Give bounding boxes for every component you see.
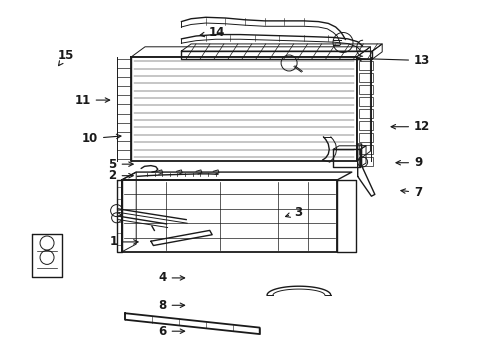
- Text: 4: 4: [158, 271, 185, 284]
- Text: 9: 9: [396, 156, 422, 169]
- Text: 15: 15: [58, 49, 74, 66]
- Bar: [359, 121, 373, 130]
- Text: 2: 2: [108, 169, 133, 182]
- Text: 5: 5: [108, 158, 133, 171]
- Bar: [359, 133, 373, 142]
- Text: 1: 1: [109, 235, 138, 248]
- Bar: [359, 145, 373, 154]
- Text: 7: 7: [401, 186, 422, 199]
- Bar: [359, 61, 373, 70]
- Bar: [359, 85, 373, 94]
- Bar: [359, 73, 373, 82]
- Bar: [359, 157, 373, 166]
- Text: 6: 6: [158, 325, 185, 338]
- Text: 10: 10: [82, 132, 121, 145]
- Text: 14: 14: [200, 26, 224, 39]
- Text: 8: 8: [158, 299, 185, 312]
- Text: 13: 13: [357, 54, 430, 67]
- Bar: [359, 97, 373, 106]
- Text: 11: 11: [74, 94, 110, 107]
- Text: 12: 12: [391, 120, 430, 133]
- Bar: [359, 109, 373, 118]
- Text: 3: 3: [286, 206, 302, 219]
